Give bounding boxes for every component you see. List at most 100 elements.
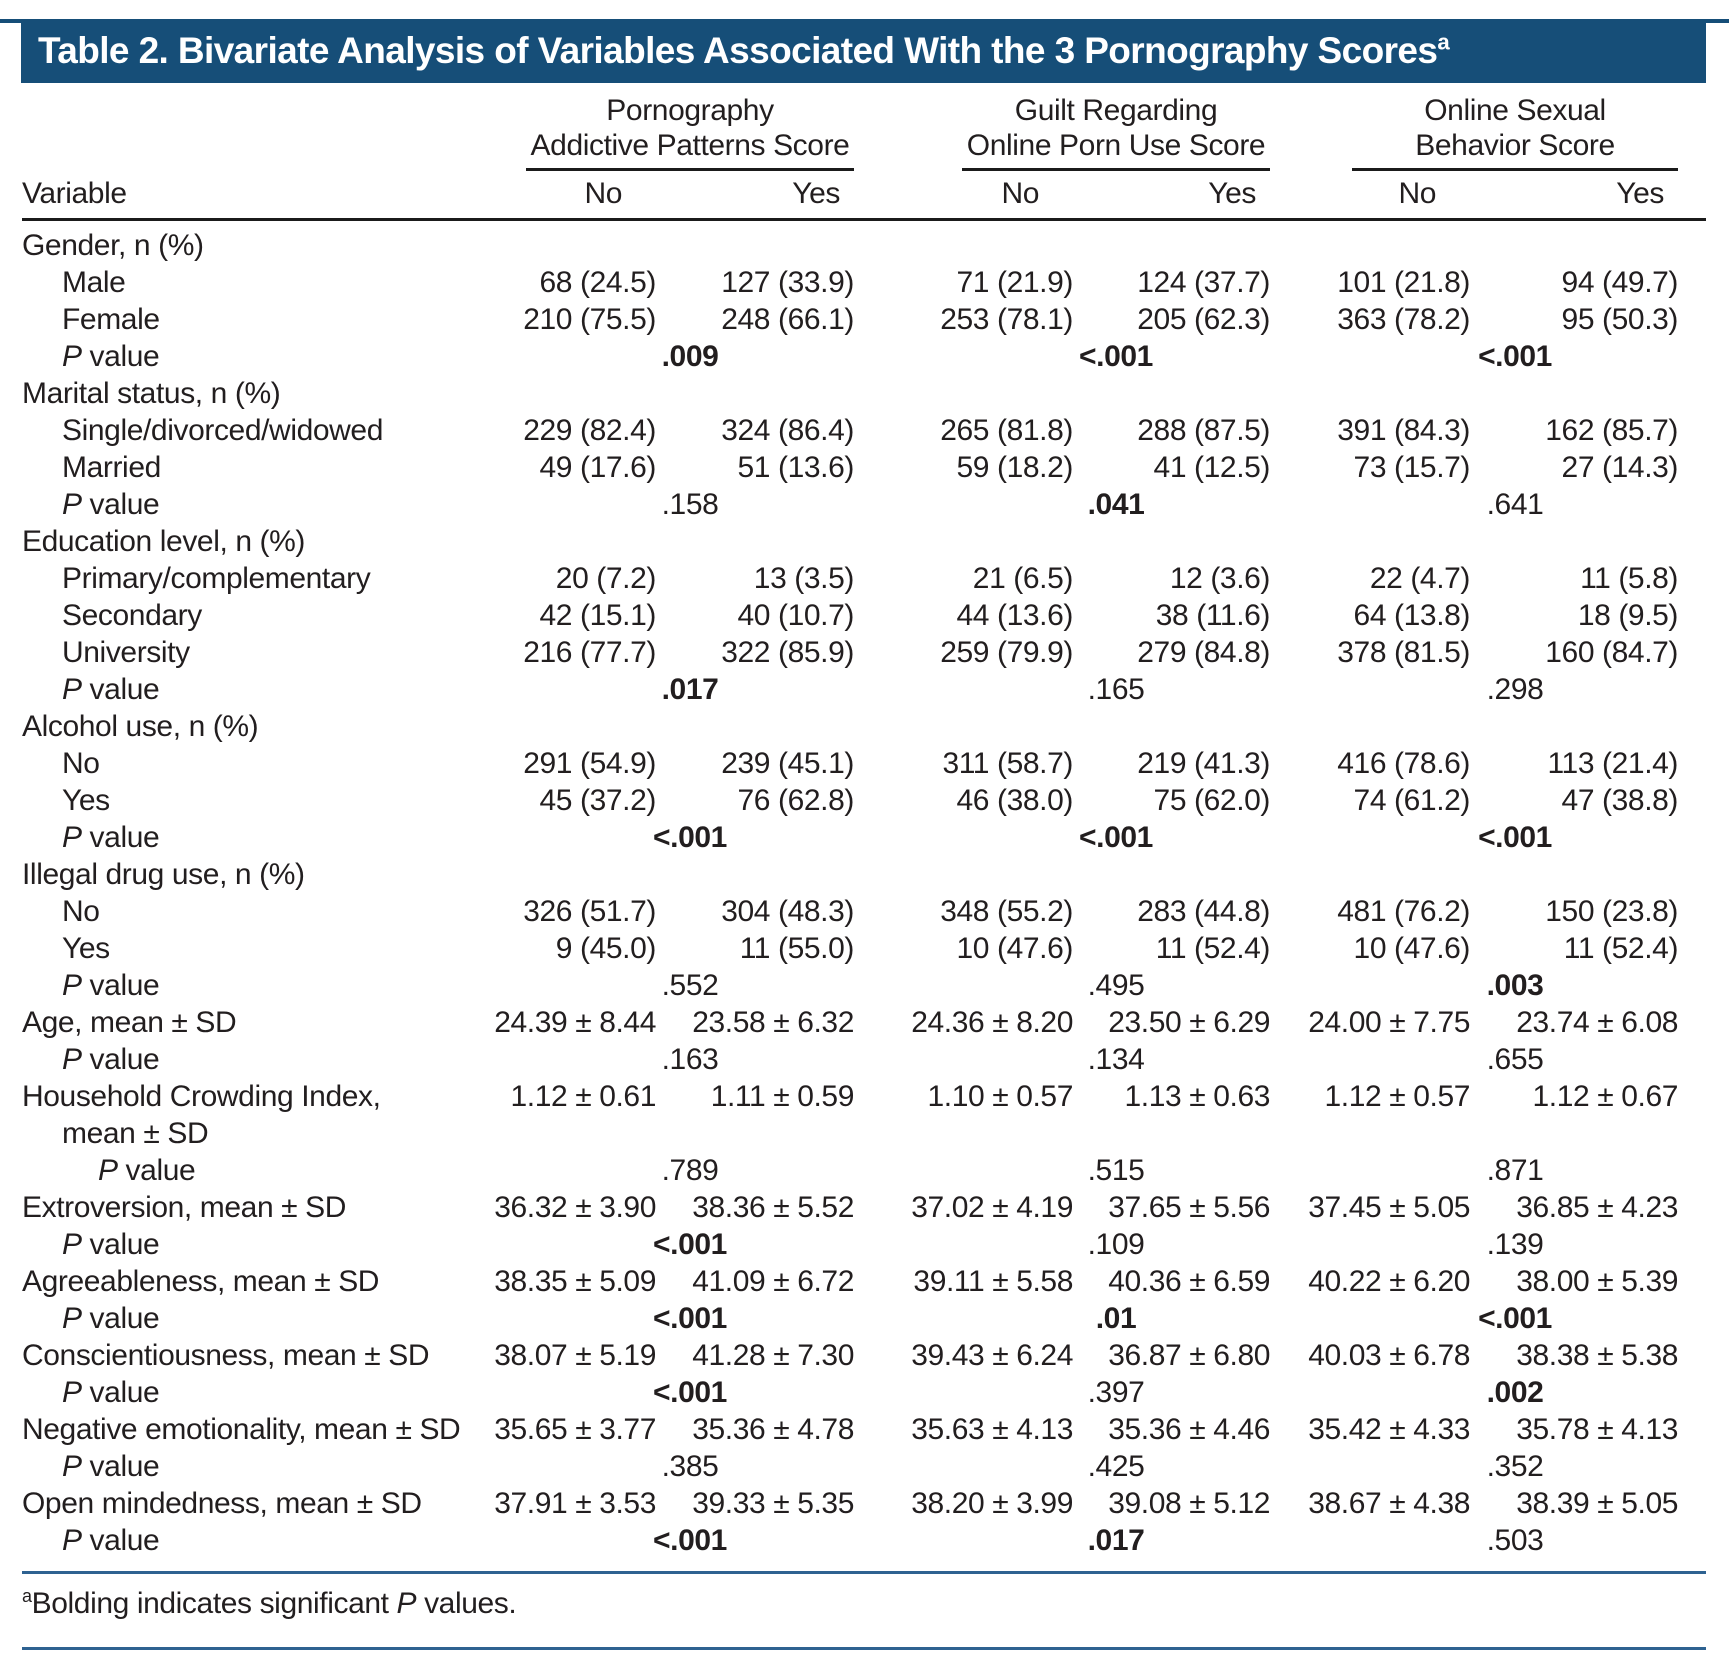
footnote-p-italic: P: [396, 1587, 417, 1620]
p-value: <.001: [1478, 1302, 1552, 1335]
value-cell: 24.00 ± 7.75: [1308, 1006, 1471, 1039]
p-value: .515: [1087, 1154, 1145, 1187]
cont-row: mean ± SD: [22, 1115, 1706, 1152]
value-cell: 37.45 ± 5.05: [1308, 1191, 1471, 1224]
value-cell: 40.03 ± 6.78: [1308, 1339, 1471, 1372]
measure-row: Agreeableness, mean ± SD 38.35 ± 5.09 41.0…: [22, 1263, 1706, 1300]
value-cell: 41.28 ± 7.30: [692, 1339, 854, 1372]
section-label: Illegal drug use, n (%): [22, 858, 305, 891]
p-value: .163: [661, 1043, 719, 1076]
pvalue-row: P value .017 .165 .298: [22, 671, 1706, 708]
spacer-cell: [1678, 967, 1706, 1004]
data-row: Primary/complementary 20 (7.2) 13 (3.5) 21 …: [22, 560, 1706, 597]
spacer-cell: [1678, 1337, 1706, 1374]
pvalue-row: P value <.001 <.001 <.001: [22, 819, 1706, 856]
value-cell: 279 (84.8): [1137, 636, 1271, 669]
value-cell: 38.36 ± 5.52: [692, 1191, 854, 1224]
value-cell: 49 (17.6): [539, 451, 657, 484]
footnote-text: values.: [416, 1587, 517, 1620]
p-value: .109: [1087, 1228, 1145, 1261]
row-label: Extroversion, mean ± SD: [22, 1191, 347, 1224]
value-cell: 10 (47.6): [1353, 932, 1471, 965]
value-cell: 11 (5.8): [1580, 562, 1679, 595]
value-cell: 363 (78.2): [1337, 303, 1471, 336]
col-header-yes-pap: Yes: [656, 171, 854, 221]
value-cell: 38 (11.6): [1155, 599, 1271, 632]
p-value: .158: [661, 488, 719, 521]
spacer-cell: [1678, 1485, 1706, 1522]
data-row: No 291 (54.9) 239 (45.1) 311 (58.7) 219 (41.…: [22, 745, 1706, 782]
p-value-label: P value: [62, 1228, 160, 1261]
data-row: Single/divorced/widowed 229 (82.4) 324 (86…: [22, 412, 1706, 449]
value-cell: 150 (23.8): [1545, 895, 1679, 928]
value-cell: 94 (49.7): [1561, 266, 1679, 299]
p-value: <.001: [653, 1228, 727, 1261]
value-cell: 35.78 ± 4.13: [1516, 1413, 1679, 1446]
value-cell: 18 (9.5): [1577, 599, 1679, 632]
value-cell: 216 (77.7): [523, 636, 656, 669]
value-cell: 38.67 ± 4.38: [1308, 1487, 1471, 1520]
row-label: University: [62, 636, 190, 669]
value-cell: 1.11 ± 0.59: [710, 1080, 855, 1113]
value-cell: 304 (48.3): [721, 895, 854, 928]
value-cell: 210 (75.5): [523, 303, 656, 336]
value-cell: 24.39 ± 8.44: [494, 1006, 656, 1039]
p-value-label: P value: [98, 1154, 196, 1187]
value-cell: 44 (13.6): [956, 599, 1074, 632]
pvalue-row: P value <.001 .109 .139: [22, 1226, 1706, 1263]
table-body: Gender, n (%) Male 68 (24.5) 127 (33.9) 71 (…: [22, 220, 1706, 1560]
label-continuation: mean ± SD: [62, 1117, 209, 1150]
spacer-cell: [1678, 560, 1706, 597]
spacer-cell: [1678, 449, 1706, 486]
p-value: .552: [661, 969, 719, 1002]
p-value-label: P value: [62, 1043, 160, 1076]
row-label: Yes: [62, 784, 110, 817]
spacer-cell: [1678, 634, 1706, 671]
group-header-porn-addictive: Pornography Addictive Patterns Score: [460, 93, 854, 171]
pvalue-row: P value .552 .495 .003: [22, 967, 1706, 1004]
p-value-label: P value: [62, 1450, 160, 1483]
value-cell: 23.74 ± 6.08: [1516, 1006, 1679, 1039]
section-label: Alcohol use, n (%): [22, 710, 259, 743]
spacer-cell: [1678, 1226, 1706, 1263]
pvalue-row: P value .789 .515 .871: [22, 1152, 1706, 1189]
score-group-header-row: Pornography Addictive Patterns Score Gui…: [22, 93, 1706, 171]
group-title-line: Online Sexual: [1424, 94, 1606, 127]
p-value: .017: [661, 673, 719, 706]
group-spanner-rule: [1352, 168, 1679, 171]
p-value: .385: [661, 1450, 719, 1483]
col-header-no-osb: No: [1270, 171, 1471, 221]
p-value: .003: [1486, 969, 1544, 1002]
row-label: Primary/complementary: [62, 562, 371, 595]
value-cell: 39.08 ± 5.12: [1108, 1487, 1271, 1520]
data-row: Female 210 (75.5) 248 (66.1) 253 (78.1) 205 …: [22, 301, 1706, 338]
value-cell: 41 (12.5): [1153, 451, 1271, 484]
table-title: Table 2. Bivariate Analysis of Variables…: [38, 30, 1438, 71]
row-label: Yes: [62, 932, 110, 965]
group-header-online-sexual: Online Sexual Behavior Score: [1270, 93, 1679, 171]
p-value: .789: [661, 1154, 719, 1187]
row-label: No: [62, 895, 100, 928]
data-row: Secondary 42 (15.1) 40 (10.7) 44 (13.6) 38 (…: [22, 597, 1706, 634]
variable-column-header: Variable: [22, 171, 460, 221]
corner-cell: [22, 93, 460, 171]
value-cell: 160 (84.7): [1545, 636, 1679, 669]
value-cell: 45 (37.2): [539, 784, 657, 817]
value-cell: 1.12 ± 0.61: [510, 1080, 656, 1113]
value-cell: 38.35 ± 5.09: [494, 1265, 656, 1298]
value-cell: 23.50 ± 6.29: [1108, 1006, 1271, 1039]
pvalue-row: P value .385 .425 .352: [22, 1448, 1706, 1485]
row-label: Household Crowding Index,: [22, 1080, 381, 1113]
spacer-cell: [1678, 171, 1707, 221]
group-header-guilt: Guilt Regarding Online Porn Use Score: [854, 93, 1271, 171]
value-cell: 253 (78.1): [940, 303, 1073, 336]
spacer-cell: [1678, 671, 1706, 708]
row-label: Female: [62, 303, 160, 336]
spacer-cell: [1678, 1263, 1706, 1300]
value-cell: 391 (84.3): [1337, 414, 1471, 447]
col-header-yes-osb: Yes: [1470, 171, 1679, 221]
row-label: Negative emotionality, mean ± SD: [22, 1413, 461, 1446]
row-label: Male: [62, 266, 126, 299]
spacer-cell: [1678, 1004, 1706, 1041]
p-value: .871: [1486, 1154, 1544, 1187]
